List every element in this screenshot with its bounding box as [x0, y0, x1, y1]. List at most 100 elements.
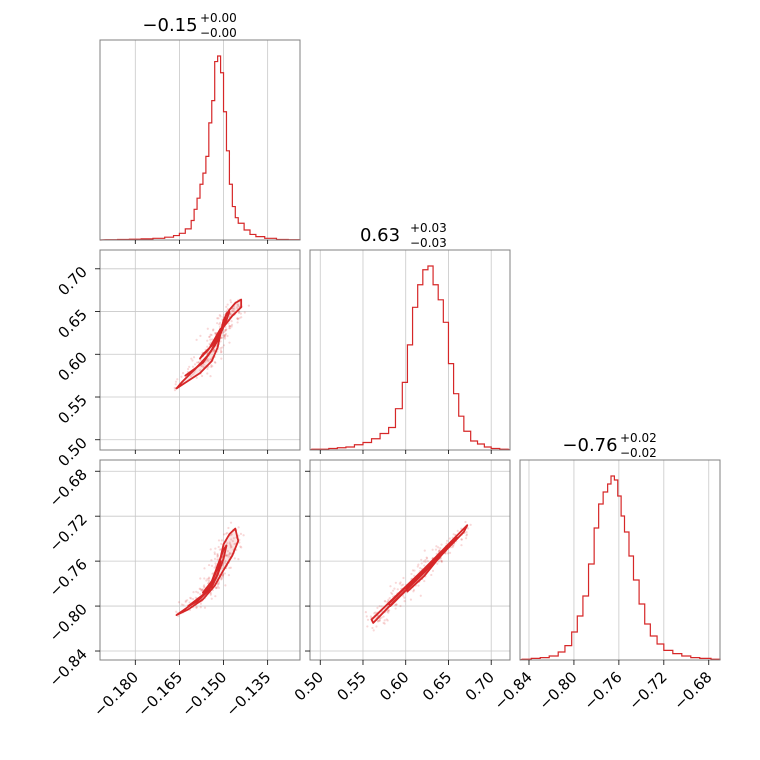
- scatter-point: [383, 599, 386, 603]
- scatter-point: [210, 564, 214, 568]
- scatter-point: [206, 577, 209, 581]
- scatter-point: [212, 328, 215, 331]
- scatter-point: [224, 561, 227, 564]
- scatter-point: [233, 310, 236, 313]
- scatter-point: [223, 334, 226, 337]
- scatter-point: [223, 337, 227, 340]
- scatter-point: [232, 537, 235, 540]
- scatter-point: [200, 589, 203, 592]
- xtick-label-1-2: 0.60: [376, 668, 412, 704]
- scatter-point: [219, 340, 222, 343]
- scatter-point: [211, 329, 215, 332]
- scatter-point: [229, 327, 232, 330]
- scatter-point: [229, 299, 232, 302]
- ytick-label-1-4: 0.70: [54, 263, 90, 299]
- scatter-point: [387, 598, 390, 601]
- scatter-point: [210, 558, 213, 562]
- scatter-point: [212, 349, 215, 352]
- scatter-point: [192, 356, 196, 359]
- scatter-point: [466, 527, 470, 530]
- panel-frame-1-2: [309, 459, 511, 661]
- scatter-point: [207, 576, 211, 579]
- scatter-point: [240, 546, 243, 549]
- scatter-point: [409, 598, 413, 601]
- scatter-point: [224, 333, 227, 337]
- ytick-label-1-0: 0.50: [54, 434, 90, 470]
- scatter-point: [206, 367, 209, 371]
- scatter-point: [208, 342, 211, 345]
- scatter-point: [214, 595, 217, 598]
- scatter-point: [399, 581, 402, 584]
- scatter-point: [217, 581, 220, 584]
- panel-frame-2: [519, 459, 721, 661]
- scatter-point: [416, 565, 419, 568]
- scatter-point: [226, 550, 229, 553]
- scatter-point: [227, 322, 230, 325]
- scatter-point: [213, 361, 217, 364]
- scatter-point: [221, 574, 225, 578]
- scatter-point: [197, 361, 200, 364]
- xtick-label-0-2: −0.150: [178, 668, 230, 720]
- scatter-point: [217, 586, 221, 589]
- scatter-point: [173, 389, 177, 392]
- scatter-point: [236, 321, 239, 324]
- scatter-point: [214, 587, 217, 590]
- scatter-point: [191, 359, 194, 362]
- scatter-point: [403, 600, 406, 603]
- scatter-point: [213, 552, 216, 556]
- scatter-point: [228, 566, 231, 570]
- scatter-point: [219, 351, 223, 354]
- scatter-point: [366, 625, 369, 628]
- scatter-point: [378, 618, 381, 621]
- scatter-point: [202, 363, 205, 366]
- scatter-point: [228, 541, 231, 544]
- scatter-point: [411, 569, 415, 572]
- scatter-point: [451, 546, 454, 549]
- scatter-point: [247, 304, 250, 307]
- scatter-point: [424, 559, 427, 562]
- scatter-point: [228, 551, 231, 555]
- scatter-point: [215, 586, 218, 589]
- scatter-point: [188, 365, 191, 368]
- histogram-panel-1: [309, 249, 511, 451]
- scatter-point: [184, 599, 187, 602]
- scatter-point: [207, 360, 210, 363]
- scatter-point: [224, 328, 227, 331]
- scatter-point: [440, 559, 443, 563]
- scatter-point: [201, 588, 205, 591]
- scatter-point: [186, 367, 190, 371]
- scatter-point: [192, 597, 195, 601]
- scatter-point: [424, 560, 427, 564]
- scatter-point: [174, 380, 178, 383]
- scatter-point: [238, 310, 241, 314]
- scatter-point: [410, 572, 413, 576]
- scatter-point: [218, 314, 221, 317]
- scatter-point: [378, 619, 381, 622]
- scatter-point: [208, 335, 211, 338]
- title-value-0: −0.15: [142, 15, 197, 36]
- scatter-point: [366, 618, 370, 621]
- scatter-point: [388, 609, 391, 612]
- scatter-point: [199, 334, 202, 337]
- histogram-panel-2: [519, 459, 721, 661]
- scatter-point: [228, 325, 231, 328]
- scatter-point: [388, 596, 391, 600]
- histogram-panel-0: [99, 39, 301, 241]
- scatter-point: [240, 316, 243, 319]
- scatter-point: [218, 548, 221, 551]
- scatter-point: [210, 597, 213, 600]
- scatter-point: [236, 317, 239, 320]
- scatter-point: [437, 560, 440, 563]
- panel-frame-1: [309, 249, 511, 451]
- ytick-label-2-0: −0.84: [46, 645, 91, 690]
- scatter-point: [226, 303, 229, 306]
- panel-frame-0-2: [99, 459, 301, 661]
- ytick-label-1-3: 0.65: [54, 306, 90, 342]
- scatter-point: [232, 307, 235, 310]
- scatter-point: [177, 601, 181, 604]
- xtick-label-2-3: −0.72: [625, 668, 670, 713]
- scatter-point: [229, 546, 232, 549]
- scatter-point: [426, 560, 429, 563]
- scatter-point: [233, 542, 236, 546]
- scatter-point: [460, 538, 463, 541]
